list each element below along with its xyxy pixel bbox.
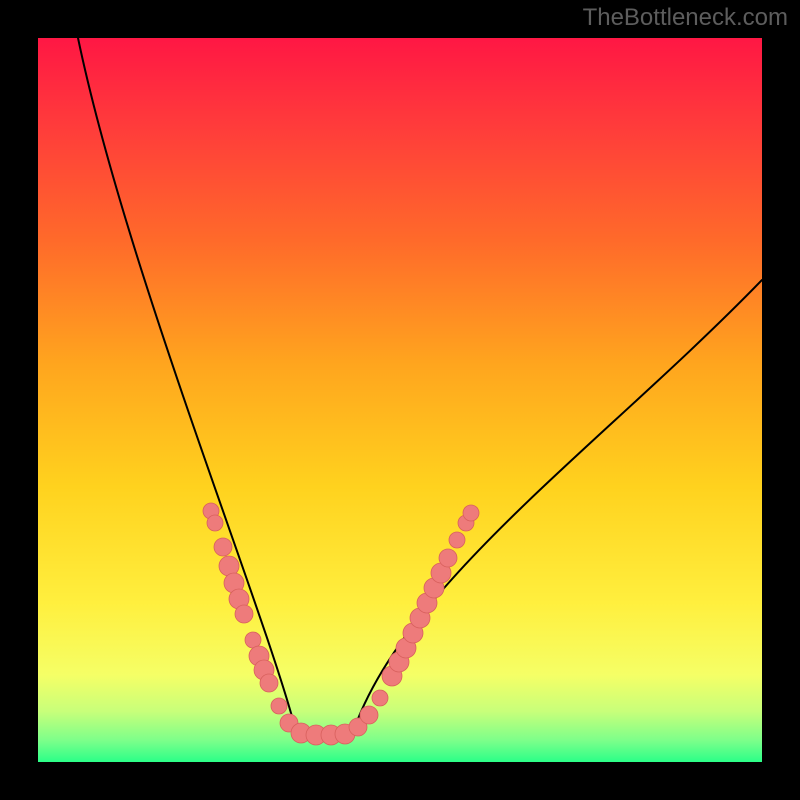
chart-stage: TheBottleneck.com [0, 0, 800, 800]
marker-point [207, 515, 223, 531]
marker-point [245, 632, 261, 648]
marker-point [449, 532, 465, 548]
marker-point [372, 690, 388, 706]
marker-point [271, 698, 287, 714]
bottleneck-chart [0, 0, 800, 800]
marker-point [235, 605, 253, 623]
marker-point [214, 538, 232, 556]
marker-point [360, 706, 378, 724]
marker-point [439, 549, 457, 567]
marker-point [260, 674, 278, 692]
watermark-text: TheBottleneck.com [583, 4, 788, 32]
marker-point [463, 505, 479, 521]
